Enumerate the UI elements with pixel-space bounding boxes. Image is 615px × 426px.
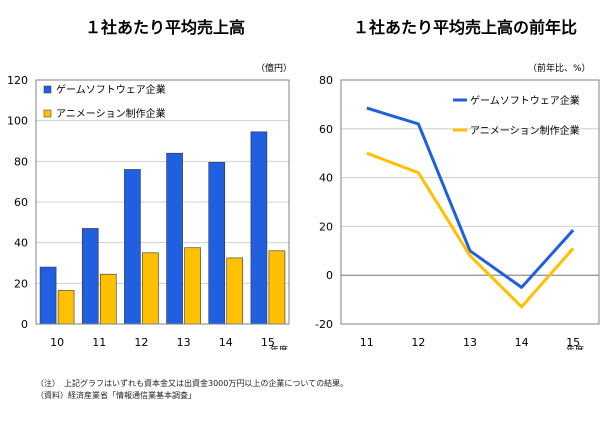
source-note: （資料）経済産業省「情報通信業基本調査」 [36,391,196,400]
y-tick-label: 40 [319,172,333,185]
bar-game-10 [39,266,57,325]
x-tick-label: 14 [219,336,233,349]
legend-label: ゲームソフトウェア企業 [56,83,166,96]
bar-anime-13 [184,247,201,325]
bar-anime-15 [268,250,286,325]
x-tick-label: 10 [50,336,64,349]
bar-anime-10 [57,290,75,325]
y-tick-label: 80 [319,74,333,87]
y-tick-label: 20 [319,220,333,233]
plot-frame [35,79,290,325]
bar-anime-14 [226,257,244,325]
bar-game-11 [81,228,99,325]
y-tick-label: 60 [14,196,28,209]
bar-game-12 [124,169,141,325]
x-tick-label: 11 [360,336,374,349]
x-tick-label: 13 [177,336,191,349]
line-chart-growth: -20 0 20 40 60 80 11 12 13 14 15 ゲームソフトウェア企業アニメーショ… [315,74,600,350]
bar-anime-11 [99,273,117,325]
y-tick-label: 120 [7,74,28,87]
y-tick-label: 100 [7,115,28,128]
bar-chart-sales: 0 20 40 60 80 100 120 10 11 12 13 14 15 ゲームソフトウェア企業ア… [7,74,290,350]
x-tick-label: 15 [261,336,275,349]
y-tick-label: 20 [14,277,28,290]
x-tick-label: 12 [134,336,148,349]
right-chart-title: １社あたり平均売上高の前年比 [352,18,577,37]
plot-frame [340,79,600,325]
y-tick-label: -20 [315,318,333,331]
bar-anime-12 [142,252,159,325]
bar-game-15 [250,131,268,325]
legend-label: アニメーション制作企業 [56,107,166,120]
bar-game-14 [208,162,226,325]
line-anime [366,151,575,309]
legend-swatch [43,85,52,94]
right-chart-unit: （前年比、%） [528,64,591,74]
x-tick-label: 14 [515,336,529,349]
legend-label: ゲームソフトウェア企業 [470,94,580,107]
right-x-axis-label: 年度 [566,344,584,350]
x-tick-label: 15 [566,336,580,349]
y-tick-label: 80 [14,155,28,168]
left-x-axis-label: 年度 [270,344,288,350]
legend-swatch [43,109,52,118]
y-tick-label: 60 [319,123,333,136]
y-tick-label: 0 [21,318,28,331]
left-chart-unit: （億円） [256,64,293,74]
left-chart-title: １社あたり平均売上高 [84,18,245,37]
legend-label: アニメーション制作企業 [470,124,580,137]
bar-game-13 [166,152,183,325]
y-tick-label: 40 [14,237,28,250]
x-tick-label: 13 [463,336,477,349]
footnote: （注） 上記グラフはいずれも資本金又は出資金3000万円以上の企業についての結果… [36,379,349,388]
x-tick-label: 11 [92,336,106,349]
y-tick-label: 0 [326,269,333,282]
x-tick-label: 12 [411,336,425,349]
line-game [366,106,575,289]
